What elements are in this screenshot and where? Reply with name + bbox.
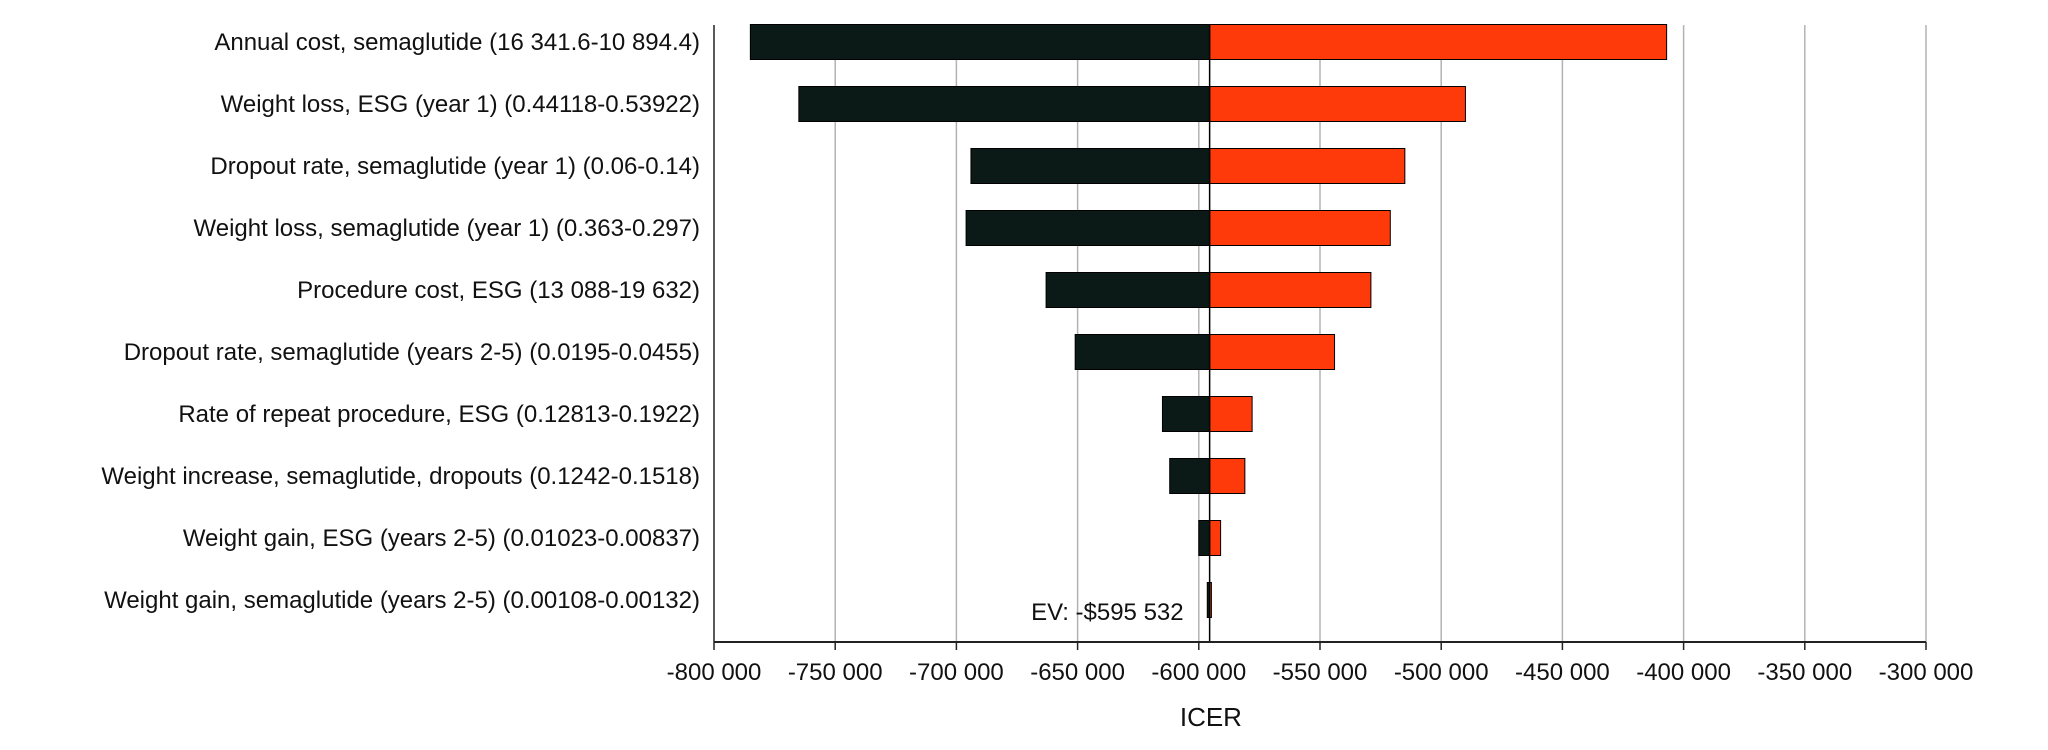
- bar-high-6: [1209, 396, 1253, 432]
- bar-high-2: [1209, 148, 1406, 184]
- x-tick-label-8: -400 000: [1636, 659, 1731, 686]
- bar-low-5: [1074, 334, 1211, 370]
- bar-high-1: [1209, 86, 1466, 122]
- x-tick-label-4: -600 000: [1151, 659, 1246, 686]
- bar-high-0: [1209, 24, 1668, 60]
- bar-low-3: [965, 210, 1211, 246]
- bar-low-2: [970, 148, 1211, 184]
- gridlines: [834, 25, 1927, 642]
- bar-low-1: [798, 86, 1211, 122]
- bar-low-8: [1198, 520, 1211, 556]
- variable-label-9: Weight gain, semaglutide (years 2-5) (0.…: [104, 587, 700, 614]
- bar-low-6: [1161, 396, 1211, 432]
- x-tick-label-3: -650 000: [1030, 659, 1125, 686]
- variable-label-8: Weight gain, ESG (years 2-5) (0.01023-0.…: [183, 525, 700, 552]
- variable-labels: Annual cost, semaglutide (16 341.6-10 89…: [101, 29, 700, 614]
- bar-high-5: [1209, 334, 1336, 370]
- x-tick-label-9: -350 000: [1757, 659, 1852, 686]
- variable-label-0: Annual cost, semaglutide (16 341.6-10 89…: [214, 29, 700, 56]
- bar-low-4: [1045, 272, 1211, 308]
- bars: [749, 24, 1668, 618]
- bar-high-4: [1209, 272, 1372, 308]
- x-tick-label-1: -750 000: [788, 659, 883, 686]
- variable-label-6: Rate of repeat procedure, ESG (0.12813-0…: [178, 401, 700, 428]
- variable-label-4: Procedure cost, ESG (13 088-19 632): [297, 277, 700, 304]
- bar-high-3: [1209, 210, 1391, 246]
- x-tick-label-10: -300 000: [1879, 659, 1974, 686]
- bar-low-7: [1169, 458, 1211, 494]
- variable-label-3: Weight loss, semaglutide (year 1) (0.363…: [194, 215, 700, 242]
- x-tick-label-6: -500 000: [1394, 659, 1489, 686]
- expected-value-label: EV: -$595 532: [1031, 599, 1184, 626]
- bar-high-7: [1209, 458, 1246, 494]
- bar-high-8: [1209, 520, 1222, 556]
- variable-label-5: Dropout rate, semaglutide (years 2-5) (0…: [124, 339, 700, 366]
- x-tick-label-7: -450 000: [1515, 659, 1610, 686]
- x-axis-title: ICER: [1180, 702, 1242, 732]
- variable-label-2: Dropout rate, semaglutide (year 1) (0.06…: [210, 153, 700, 180]
- variable-label-1: Weight loss, ESG (year 1) (0.44118-0.539…: [221, 91, 700, 118]
- x-axis-ticks: -800 000 -750 000 -700 000 -650 000 -600 000…: [667, 642, 1974, 686]
- x-tick-label-5: -550 000: [1273, 659, 1368, 686]
- variable-label-7: Weight increase, semaglutide, dropouts (…: [101, 463, 700, 490]
- x-tick-label-0: -800 000: [667, 659, 762, 686]
- x-tick-label-2: -700 000: [909, 659, 1004, 686]
- bar-low-0: [749, 24, 1211, 60]
